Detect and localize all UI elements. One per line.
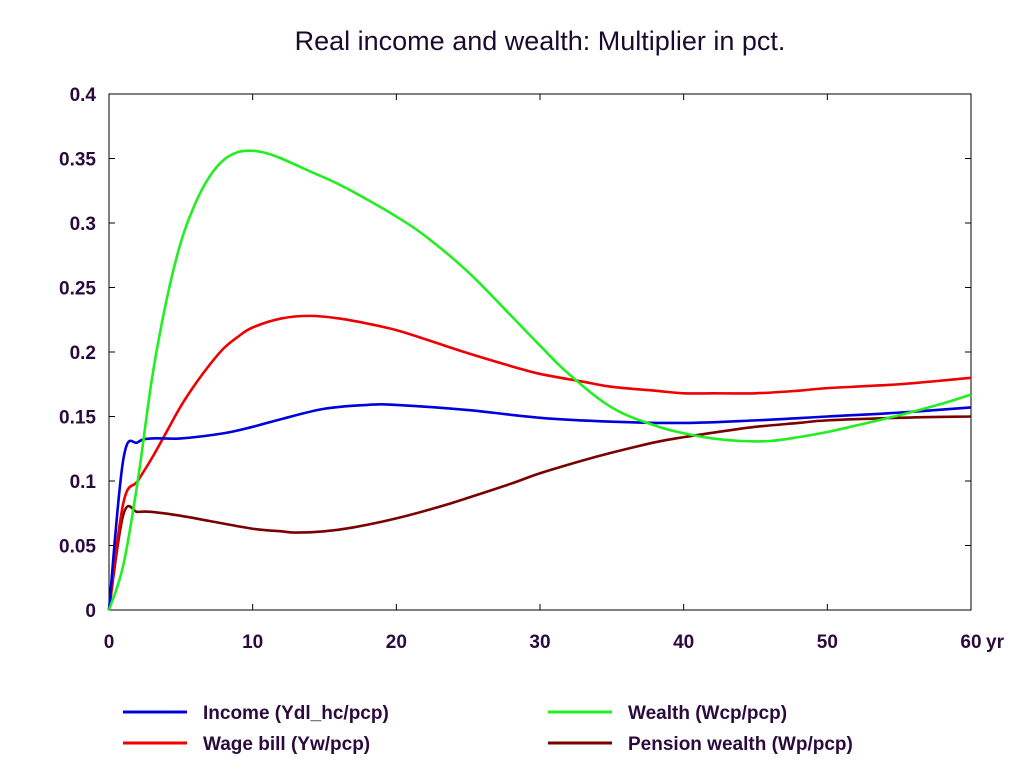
y-tick-label: 0.25 xyxy=(59,279,96,300)
legend-label-income: Income (Ydl_hc/pcp) xyxy=(203,703,389,724)
x-tick-label: 30 xyxy=(529,632,550,653)
y-tick-label: 0.05 xyxy=(59,537,96,558)
x-tick-label: 20 xyxy=(386,632,407,653)
legend: Income (Ydl_hc/pcp) Wealth (Wcp/pcp) Wage … xyxy=(123,703,853,755)
x-tick-label: 50 xyxy=(817,632,838,653)
y-tick-label: 0.4 xyxy=(70,85,97,106)
x-tick-label: 0 xyxy=(104,632,115,653)
series-line-pension-wealth xyxy=(107,415,972,611)
x-unit-label: yr xyxy=(986,632,1005,653)
y-tick-label: 0.15 xyxy=(59,408,96,429)
legend-label-pension-wealth: Pension wealth (Wp/pcp) xyxy=(628,734,853,755)
x-tick-label: 60 xyxy=(960,632,981,653)
y-tick-label: 0.35 xyxy=(59,150,96,171)
legend-label-wealth: Wealth (Wcp/pcp) xyxy=(628,703,787,724)
legend-label-wage-bill: Wage bill (Yw/pcp) xyxy=(203,734,370,755)
plot-frame xyxy=(108,93,972,611)
series-line-wage-bill xyxy=(107,314,972,611)
series-line-wealth xyxy=(107,149,972,611)
axes-layer: 0 0.05 0.1 0.15 0.2 0.25 0.3 0.35 0.4 0 10 20 30 40 50… xyxy=(59,85,1005,653)
series-layer xyxy=(107,149,972,611)
x-tick-label: 40 xyxy=(673,632,694,653)
y-tick-label: 0.2 xyxy=(70,343,96,364)
series-line-income xyxy=(107,402,972,611)
x-tick-label: 10 xyxy=(242,632,263,653)
chart-title: Real income and wealth: Multiplier in pc… xyxy=(295,26,786,56)
y-tick-label: 0.1 xyxy=(70,472,97,493)
y-tick-label: 0.3 xyxy=(70,214,96,235)
y-tick-label: 0 xyxy=(85,601,96,622)
